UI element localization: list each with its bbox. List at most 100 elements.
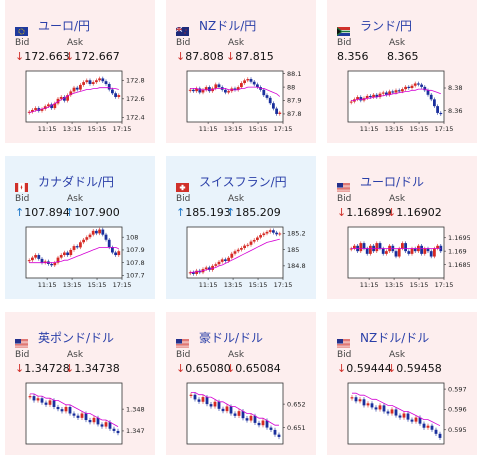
candle-body: [350, 397, 354, 399]
x-tick-label: 17:15: [113, 125, 132, 133]
candle-body: [436, 245, 439, 249]
currency-pair-title[interactable]: ユーロ/円: [38, 19, 91, 33]
arrow-up-icon: ↑: [176, 206, 186, 219]
candle-body: [261, 420, 265, 426]
candle-body: [53, 103, 57, 109]
candle-body: [407, 86, 411, 88]
candle-body: [369, 245, 372, 254]
candle-body: [410, 85, 414, 88]
candle-body: [429, 94, 433, 100]
price-chart[interactable]: 0.652 0.651: [181, 378, 309, 448]
candle-body: [56, 257, 60, 263]
price-chart[interactable]: 1.1695 1.169 1.1685 11:15 13:15 15:15 17:15: [342, 222, 470, 292]
y-tick-label: 185.2: [287, 230, 306, 238]
currency-pair-card[interactable]: 英ポンド/ドル Bid Ask ↓1.34728 ↓1.34738 1.348 1.347: [5, 312, 155, 455]
candle-body: [265, 231, 269, 234]
currency-pair-card[interactable]: スイスフラン/円 Bid Ask ↑185.193 ↑185.209 185.2 185 18…: [166, 156, 316, 299]
candle-body: [209, 404, 213, 407]
candle-body: [116, 430, 120, 434]
currency-pair-title[interactable]: スイスフラン/円: [199, 175, 287, 189]
bid-label: Bid: [337, 350, 352, 360]
ask-label: Ask: [67, 38, 84, 48]
candle-body: [390, 409, 394, 414]
currency-pair-card[interactable]: 豪ドル/ドル Bid Ask ↓0.65080 ↓0.65084 0.652 0.651: [166, 312, 316, 455]
bid-label: Bid: [337, 194, 352, 204]
candle-body: [272, 230, 275, 233]
candle-body: [36, 398, 40, 401]
candle-body: [413, 248, 417, 252]
currency-pair-card[interactable]: カナダドル/円 Bid Ask ↑107.894 ↑107.900 108 107.9 107…: [5, 156, 155, 299]
price-chart[interactable]: 185.2 185 184.8 11:15 13:15 15:15 17:15: [181, 222, 309, 292]
candle-body: [66, 95, 69, 101]
y-tick-label: 1.1685: [448, 261, 470, 269]
candle-body: [246, 244, 250, 246]
candle-body: [388, 91, 391, 95]
candle-body: [434, 429, 438, 434]
currency-pair-card[interactable]: ランド/円 Bid Ask 8.356 8.365 8.38 8.36 11:15 13:15 1…: [327, 0, 477, 143]
x-tick-label: 15:15: [88, 281, 107, 289]
candle-body: [40, 398, 44, 403]
candle-body: [359, 243, 363, 252]
candle-body: [256, 237, 259, 240]
ask-price: 0.65084: [235, 362, 281, 375]
currency-pair-card[interactable]: ユーロ/円 Bid Ask ↓172.663 ↓172.667 172.8 172.6 172…: [5, 0, 155, 143]
candle-body: [249, 79, 253, 82]
candle-body: [433, 248, 436, 257]
candle-body: [31, 109, 34, 112]
y-tick-label: 88.1: [287, 70, 301, 78]
candle-body: [214, 264, 218, 266]
candle-body: [278, 233, 282, 235]
candle-body: [85, 80, 89, 83]
candle-body: [198, 88, 202, 93]
candle-body: [426, 425, 430, 428]
candle-body: [265, 420, 269, 428]
candle-body: [353, 245, 356, 249]
y-tick-label: 1.169: [448, 247, 467, 255]
currency-pair-card[interactable]: NZドル/ドル Bid Ask ↓0.59444 ↓0.59458 0.597 0.596 0…: [327, 312, 477, 455]
candle-body: [410, 248, 414, 254]
arrow-down-icon: ↓: [387, 206, 397, 219]
candle-body: [75, 87, 79, 90]
bid-price: 107.894: [24, 206, 70, 219]
flag-icon: [176, 177, 189, 192]
currency-pair-title[interactable]: カナダドル/円: [38, 175, 115, 189]
candle-body: [195, 270, 198, 274]
candle-body: [433, 99, 436, 107]
bid-value: ↓0.65080: [176, 362, 231, 375]
candle-body: [381, 92, 385, 94]
currency-pair-title[interactable]: ランド/円: [360, 19, 413, 33]
currency-pair-title[interactable]: NZドル/円: [199, 19, 257, 33]
candle-body: [63, 96, 66, 101]
currency-pair-title[interactable]: 英ポンド/ドル: [38, 331, 115, 345]
x-tick-label: 15:15: [410, 125, 429, 133]
price-chart[interactable]: 108 107.9 107.8 107.7 11:15 13:15 15:15 17:15: [20, 222, 148, 292]
price-chart[interactable]: 172.8 172.6 172.4 11:15 13:15 15:15 17:15: [20, 66, 148, 136]
flag-icon: [15, 21, 28, 36]
bid-label: Bid: [15, 194, 30, 204]
candle-body: [375, 243, 379, 252]
candle-body: [111, 247, 114, 253]
arrow-down-icon: ↓: [226, 50, 236, 63]
currency-pair-card[interactable]: NZドル/円 Bid Ask ↓87.808 ↓87.815 88.1 88 87.9 87.8…: [166, 0, 316, 143]
currency-pair-card[interactable]: ユーロ/ドル Bid Ask ↓1.16899 ↓1.16902 1.1695 1.169 1…: [327, 156, 477, 299]
x-tick-label: 17:15: [435, 281, 454, 289]
candle-body: [72, 87, 76, 92]
candle-body: [104, 234, 108, 240]
price-chart[interactable]: 1.348 1.347: [20, 378, 148, 448]
currency-pair-title[interactable]: ユーロ/ドル: [360, 175, 425, 189]
arrow-down-icon: ↓: [176, 50, 186, 63]
bid-price: 87.808: [185, 50, 224, 63]
ask-value: ↑107.900: [65, 206, 120, 219]
currency-pair-title[interactable]: NZドル/ドル: [360, 331, 430, 345]
candle-body: [37, 108, 41, 111]
bid-price: 172.663: [24, 50, 70, 63]
candle-body: [52, 400, 56, 407]
candle-body: [79, 84, 82, 90]
price-chart[interactable]: 8.38 8.36 11:15 13:15 15:15 17:15: [342, 66, 470, 136]
price-chart[interactable]: 0.597 0.596 0.595: [342, 378, 470, 448]
arrow-down-icon: ↓: [226, 362, 236, 375]
y-tick-label: 1.347: [126, 427, 145, 435]
moving-average-line: [190, 238, 280, 273]
price-chart[interactable]: 88.1 88 87.9 87.8 11:15 13:15 15:15 17:15: [181, 66, 309, 136]
currency-pair-title[interactable]: 豪ドル/ドル: [199, 331, 264, 345]
